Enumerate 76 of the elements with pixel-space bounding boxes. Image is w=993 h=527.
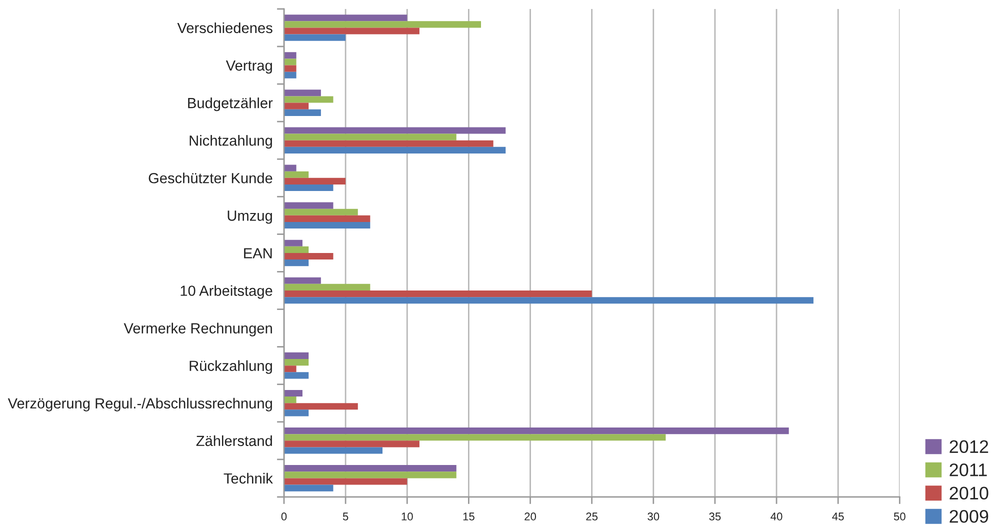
bar [284, 284, 370, 290]
bar [284, 465, 456, 472]
bar [284, 372, 309, 379]
bar [284, 58, 296, 66]
y-tick-label: Budgetzähler [188, 98, 273, 112]
bar [284, 146, 506, 154]
bar [284, 65, 296, 72]
bar [284, 34, 346, 41]
y-tick-label: Rückzahlung [190, 360, 272, 374]
legend-label: 2009 [950, 510, 988, 523]
y-tick-label: Geschützter Kunde [148, 172, 272, 184]
bar [284, 208, 358, 216]
bar [284, 134, 456, 140]
y-tick-label: EAN [244, 248, 272, 258]
bar [284, 202, 334, 209]
y-tick-label: Zählerstand [196, 435, 272, 446]
bar [284, 21, 482, 28]
bar [284, 240, 302, 246]
y-tick-label: Verschiedenes [177, 22, 272, 34]
y-tick-label: Vertrag [226, 60, 272, 74]
bar [284, 410, 309, 416]
x-tick-label: 30 [648, 512, 660, 520]
bar [284, 109, 321, 116]
bar [284, 52, 296, 59]
y-tick-label: Umzug [228, 210, 272, 224]
bar [284, 164, 296, 172]
bar [284, 484, 334, 492]
legend-label: 2011 [950, 463, 987, 476]
x-tick-label: 5 [342, 512, 348, 520]
bar [284, 72, 296, 78]
bar [284, 297, 814, 304]
y-tick-label: 10 Arbeitstage [180, 285, 272, 299]
bar [284, 428, 789, 434]
bar [284, 127, 506, 134]
bar [284, 184, 334, 192]
bar [284, 246, 309, 253]
bar [284, 403, 358, 410]
legend-label: 2010 [950, 486, 988, 500]
bar [284, 390, 302, 397]
x-tick-label: 20 [524, 512, 536, 520]
bar [284, 478, 408, 485]
bar [284, 222, 370, 229]
bar [284, 14, 408, 22]
bar [284, 252, 334, 260]
bar [284, 447, 383, 454]
bar [284, 178, 346, 184]
bar [284, 277, 321, 284]
bar [284, 440, 420, 448]
x-tick-label: 40 [770, 512, 782, 520]
y-tick-label: Nichtzahlung [190, 135, 272, 149]
bar [284, 140, 494, 147]
bar [284, 352, 309, 360]
bar [284, 28, 420, 34]
x-tick-label: 15 [463, 512, 474, 520]
bar [284, 472, 456, 478]
x-tick-label: 25 [586, 512, 598, 520]
bar [284, 171, 309, 178]
y-tick-label: Vermerke Rechnungen [124, 322, 272, 336]
bar [284, 102, 309, 110]
bar [284, 90, 321, 96]
bar [284, 260, 309, 266]
bar [284, 290, 592, 298]
x-tick-label: 45 [832, 512, 844, 520]
bar [284, 359, 309, 366]
bar [284, 215, 370, 222]
y-tick-label: Technik [224, 472, 273, 484]
x-tick-label: 50 [894, 512, 906, 520]
legend-label: 2012 [950, 440, 988, 454]
y-tick-label: Verzögerung Regul.-/Abschlussrechnung [8, 398, 272, 412]
x-tick-label: 10 [402, 512, 413, 520]
bar [284, 396, 296, 404]
x-tick-label: 35 [709, 512, 721, 520]
x-tick-label: 0 [281, 512, 287, 520]
bar [284, 96, 334, 103]
bar [284, 366, 296, 372]
bar [284, 434, 666, 441]
